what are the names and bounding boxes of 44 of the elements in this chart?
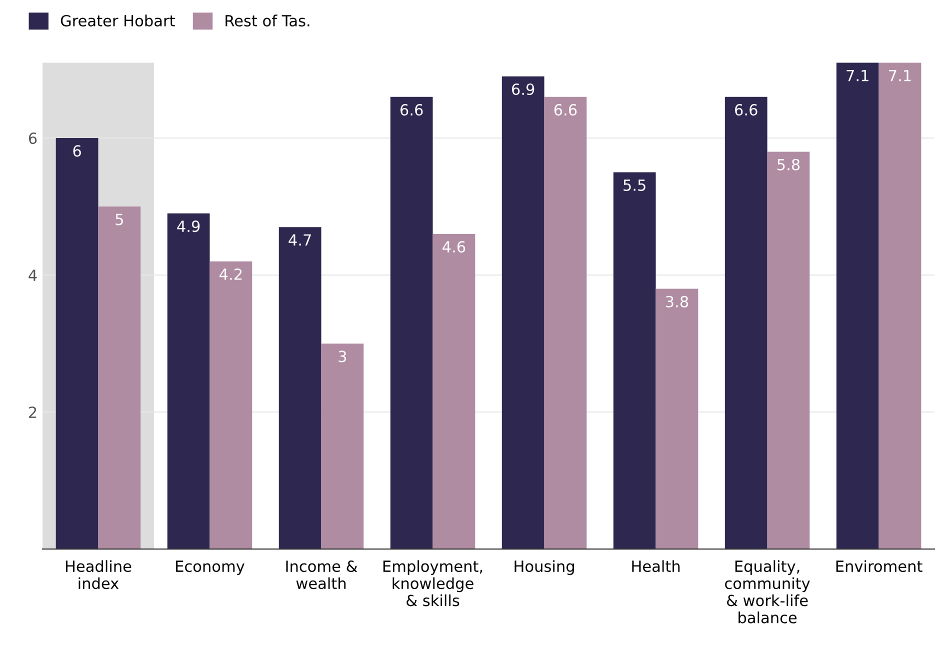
data-label: 6.9 — [512, 83, 534, 96]
bar — [278, 227, 322, 550]
bar — [210, 261, 252, 550]
y-tick-label: 2 — [29, 406, 36, 418]
data-label: 6.6 — [735, 104, 758, 116]
bar — [98, 206, 141, 550]
x-tick-label: Income & wealth — [286, 560, 358, 590]
x-tick-label: Housing — [514, 560, 574, 575]
bar — [656, 288, 698, 550]
x-tick-label: Employment, knowledge & skills — [383, 560, 482, 606]
bar — [613, 172, 656, 550]
bar — [767, 152, 810, 550]
data-label: 6.6 — [554, 104, 577, 116]
data-label: 3.8 — [666, 296, 688, 308]
data-label: 4.9 — [177, 220, 200, 232]
data-label: 7.1 — [889, 70, 911, 82]
data-label: 5.5 — [624, 180, 646, 191]
data-label: 3 — [338, 350, 346, 362]
x-tick-label: Equality, community & work-life balance — [725, 560, 810, 624]
data-label: 4.2 — [220, 268, 242, 280]
bar — [432, 234, 476, 550]
legend-label: Rest of Tas. — [226, 14, 310, 26]
bar — [878, 62, 922, 550]
data-label: 5 — [116, 214, 123, 226]
bar — [167, 213, 210, 550]
data-label: 6 — [73, 145, 81, 157]
data-label: 4.6 — [442, 241, 466, 253]
bar — [390, 96, 433, 550]
y-tick-label: 4 — [28, 270, 37, 281]
data-label: 7.1 — [846, 70, 868, 82]
bar — [544, 96, 587, 550]
data-label: 4.7 — [288, 234, 311, 246]
data-label: 6.6 — [400, 104, 423, 116]
x-tick-label: Health — [632, 560, 680, 572]
bar — [836, 62, 879, 550]
x-tick-label: Headline index — [66, 560, 132, 590]
x-tick-label: Enviroment — [836, 560, 922, 572]
x-tick-label: Economy — [176, 560, 244, 575]
bar — [321, 344, 364, 550]
bar — [724, 96, 768, 550]
data-label: 5.8 — [778, 158, 800, 170]
legend-label: Greater Hobart — [60, 14, 175, 26]
bar — [502, 76, 544, 550]
y-tick-label: 6 — [28, 132, 37, 144]
